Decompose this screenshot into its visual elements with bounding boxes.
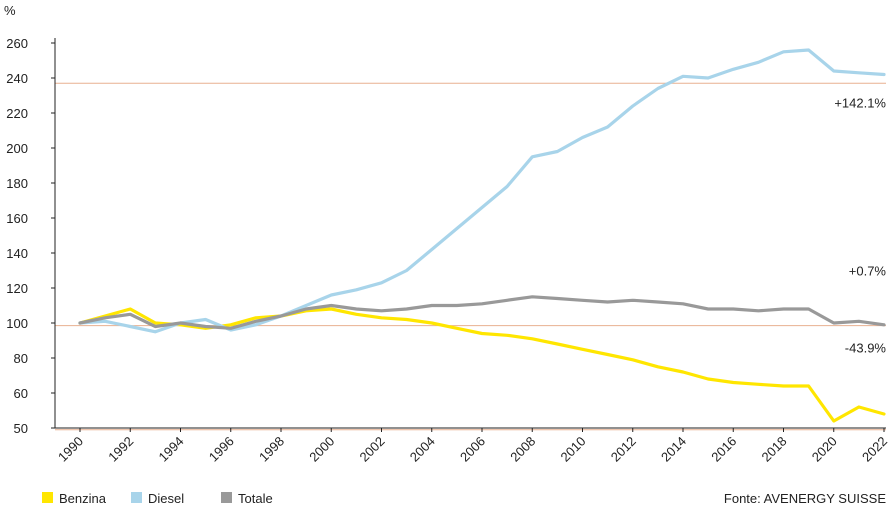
x-tick-label: 1994 [156, 434, 187, 465]
x-tick-label: 2018 [759, 434, 790, 465]
y-tick-label: 180 [6, 176, 28, 191]
legend-label-diesel: Diesel [148, 491, 184, 506]
y-tick-label: 220 [6, 106, 28, 121]
x-tick-label: 2002 [357, 434, 388, 465]
y-tick-label: 100 [6, 316, 28, 331]
x-tick-label: 2016 [708, 434, 739, 465]
y-tick-label: 60 [14, 386, 28, 401]
x-tick-label: 2014 [658, 434, 689, 465]
axes: % [4, 3, 886, 429]
legend-swatch-diesel [131, 492, 142, 503]
annotations: +142.1% +0.7% -43.9% [834, 96, 886, 356]
legend-swatch-benzina [42, 492, 53, 503]
y-ticks: 50 60 80 100 120 140 160 180 200 220 240 260 [6, 36, 55, 436]
reference-lines [55, 82, 886, 431]
y-tick-label: 50 [14, 421, 28, 436]
y-tick-label: 120 [6, 281, 28, 296]
x-tick-label: 2022 [859, 434, 890, 465]
x-tick-label: 2012 [608, 434, 639, 465]
change-annotation: -43.9% [845, 341, 887, 356]
legend-label-totale: Totale [238, 491, 273, 506]
change-annotation: +0.7% [849, 264, 887, 279]
series-line-totale [78, 295, 886, 330]
change-annotation: +142.1% [834, 96, 886, 111]
x-ticks: 1990 1992 1994 1996 1998 2000 2002 2004 2006 2008… [55, 428, 890, 465]
legend-label-benzina: Benzina [59, 491, 107, 506]
source-label: Fonte: AVENERGY SUISSE [724, 491, 886, 506]
legend-swatch-totale [221, 492, 232, 503]
x-tick-label: 2006 [457, 434, 488, 465]
y-tick-label: 200 [6, 141, 28, 156]
x-tick-label: 2008 [507, 434, 538, 465]
x-tick-label: 1992 [105, 434, 136, 465]
x-tick-label: 1996 [206, 434, 237, 465]
x-tick-label: 1998 [256, 434, 287, 465]
y-tick-label: 80 [14, 351, 28, 366]
x-tick-label: 2000 [306, 434, 337, 465]
legend: Benzina Diesel Totale [42, 491, 273, 506]
y-tick-label: 240 [6, 71, 28, 86]
y-axis-unit-label: % [4, 3, 16, 18]
y-tick-label: 160 [6, 211, 28, 226]
series-lines [78, 48, 886, 423]
series-line-diesel [78, 48, 886, 334]
x-tick-label: 1990 [55, 434, 86, 465]
y-tick-label: 140 [6, 246, 28, 261]
x-tick-label: 2004 [407, 434, 438, 465]
x-tick-label: 2010 [558, 434, 589, 465]
y-tick-label: 260 [6, 36, 28, 51]
x-tick-label: 2020 [809, 434, 840, 465]
